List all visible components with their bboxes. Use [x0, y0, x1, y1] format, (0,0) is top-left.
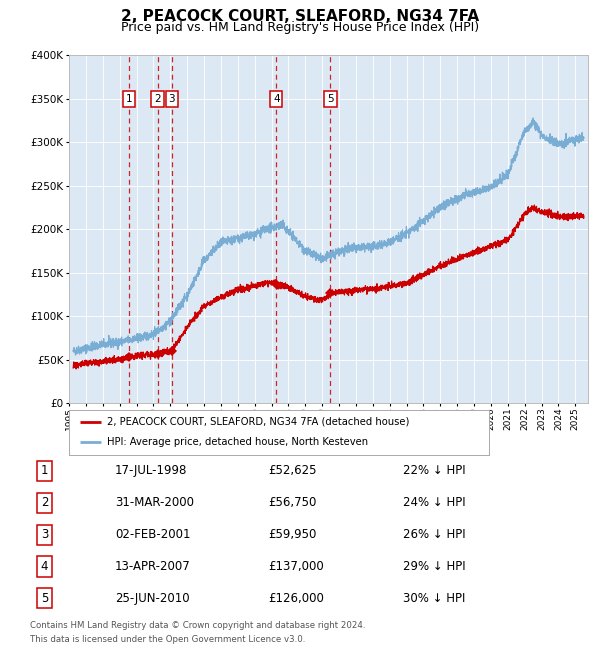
Text: 31-MAR-2000: 31-MAR-2000	[115, 497, 194, 510]
Text: 1: 1	[125, 94, 132, 104]
Text: 3: 3	[169, 94, 175, 104]
Text: 5: 5	[41, 592, 48, 604]
Text: 5: 5	[327, 94, 334, 104]
Text: 3: 3	[41, 528, 48, 541]
Text: HPI: Average price, detached house, North Kesteven: HPI: Average price, detached house, Nort…	[107, 437, 368, 447]
Text: £59,950: £59,950	[268, 528, 316, 541]
Text: 2, PEACOCK COURT, SLEAFORD, NG34 7FA (detached house): 2, PEACOCK COURT, SLEAFORD, NG34 7FA (de…	[107, 417, 409, 427]
Text: 02-FEB-2001: 02-FEB-2001	[115, 528, 191, 541]
Text: 24% ↓ HPI: 24% ↓ HPI	[403, 497, 466, 510]
Text: 22% ↓ HPI: 22% ↓ HPI	[403, 464, 466, 477]
Text: £137,000: £137,000	[268, 560, 324, 573]
Text: 2, PEACOCK COURT, SLEAFORD, NG34 7FA: 2, PEACOCK COURT, SLEAFORD, NG34 7FA	[121, 9, 479, 24]
Text: 30% ↓ HPI: 30% ↓ HPI	[403, 592, 466, 604]
Text: 2: 2	[41, 497, 48, 510]
Text: 25-JUN-2010: 25-JUN-2010	[115, 592, 190, 604]
Text: £56,750: £56,750	[268, 497, 316, 510]
Text: 13-APR-2007: 13-APR-2007	[115, 560, 191, 573]
Text: 2: 2	[154, 94, 161, 104]
Text: 26% ↓ HPI: 26% ↓ HPI	[403, 528, 466, 541]
Text: £126,000: £126,000	[268, 592, 324, 604]
Text: 17-JUL-1998: 17-JUL-1998	[115, 464, 187, 477]
Text: £52,625: £52,625	[268, 464, 316, 477]
Text: 29% ↓ HPI: 29% ↓ HPI	[403, 560, 466, 573]
Text: Contains HM Land Registry data © Crown copyright and database right 2024.: Contains HM Land Registry data © Crown c…	[30, 621, 365, 630]
Text: 4: 4	[273, 94, 280, 104]
Text: Price paid vs. HM Land Registry's House Price Index (HPI): Price paid vs. HM Land Registry's House …	[121, 21, 479, 34]
Text: 4: 4	[41, 560, 48, 573]
Text: This data is licensed under the Open Government Licence v3.0.: This data is licensed under the Open Gov…	[30, 634, 305, 644]
Text: 1: 1	[41, 464, 48, 477]
